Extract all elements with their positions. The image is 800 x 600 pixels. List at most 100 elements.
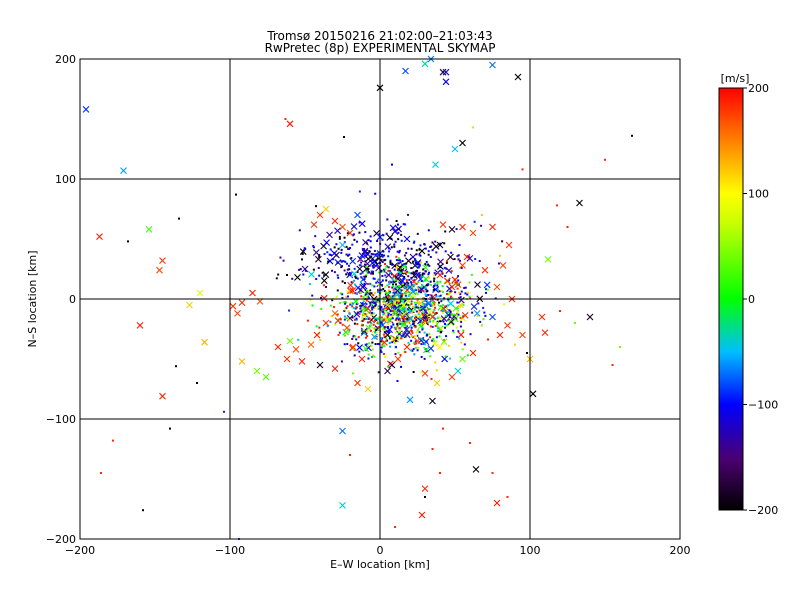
dense-cluster-dot-1002 (415, 342, 418, 345)
north-cluster-cross-402 (312, 249, 320, 256)
dense-cluster-dot-96 (443, 339, 446, 342)
colorbar (719, 88, 743, 510)
north-cluster-dot-236 (430, 245, 433, 248)
north-cluster-dot-95 (397, 274, 400, 277)
dense-cluster-dot-1029 (371, 303, 374, 306)
dense-cluster-dot-222 (413, 320, 416, 323)
dense-cluster-dot-110 (433, 280, 436, 283)
dense-cluster-dot-865 (346, 305, 349, 308)
north-cluster-dot-324 (372, 270, 375, 273)
point-cross-123 (429, 397, 436, 405)
grid-lines (80, 59, 680, 539)
dense-cluster-dot-1096 (362, 328, 365, 331)
dense-cluster-dot-72 (399, 289, 402, 292)
point-cross-89 (459, 223, 466, 231)
dense-cluster-dot-663 (401, 323, 404, 326)
dense-cluster-dot-346 (416, 349, 419, 352)
dense-cluster-dot-844 (401, 264, 404, 267)
dense-cluster-cross-670 (461, 311, 469, 319)
dense-cluster-dot-605 (320, 307, 323, 310)
north-cluster-dot-307 (387, 255, 390, 258)
dense-cluster-dot-734 (441, 285, 444, 288)
dense-cluster-dot-194 (436, 282, 439, 285)
north-cluster-cross-320 (356, 265, 364, 273)
dense-cluster-dot-1050 (428, 318, 431, 321)
point-dot-161 (325, 286, 327, 288)
north-cluster-dot-340 (413, 272, 416, 275)
point-cross-57 (459, 355, 466, 363)
north-cluster-dot-387 (415, 269, 418, 272)
colorbar-label: [m/s] (721, 72, 750, 85)
point-dot-141 (472, 126, 474, 129)
point-cross-67 (442, 68, 450, 76)
north-cluster-dot-227 (333, 246, 336, 249)
dense-cluster-dot-517 (440, 300, 443, 303)
dense-cluster-dot-548 (403, 276, 406, 279)
dense-cluster-dot-977 (387, 295, 390, 298)
dense-cluster-cross-1025 (409, 288, 417, 296)
dense-cluster-dot-567 (404, 286, 407, 289)
dense-cluster-dot-415 (337, 333, 340, 336)
point-cross-10 (159, 392, 166, 400)
dense-cluster-dot-553 (384, 309, 387, 312)
dense-cluster-dot-987 (297, 338, 300, 341)
north-cluster-dot-388 (318, 274, 321, 277)
dense-cluster-dot-677 (397, 257, 400, 260)
dense-cluster-dot-609 (392, 275, 395, 278)
dense-cluster-dot-1 (446, 260, 449, 263)
dense-cluster-dot-939 (418, 307, 421, 310)
dense-cluster-dot-327 (410, 302, 413, 305)
dense-cluster-dot-366 (412, 285, 415, 288)
dense-cluster-dot-373 (417, 265, 420, 268)
dense-cluster-dot-866 (405, 262, 408, 265)
point-cross-80 (459, 262, 466, 269)
north-cluster-cross-413 (320, 277, 328, 285)
north-cluster-dot-114 (410, 267, 413, 270)
dense-cluster-dot-255 (334, 323, 337, 326)
north-cluster-dot-217 (345, 253, 348, 256)
dense-cluster-dot-266 (338, 331, 341, 334)
point-cross-66 (439, 68, 447, 76)
dense-cluster-dot-279 (360, 330, 363, 333)
dense-cluster-dot-964 (322, 284, 325, 287)
dense-cluster-dot-172 (366, 343, 369, 346)
dense-cluster-dot-921 (371, 284, 374, 287)
north-cluster-dot-84 (369, 235, 372, 238)
point-dot-149 (574, 322, 576, 324)
dense-cluster-dot-269 (366, 282, 369, 285)
dense-cluster-dot-1054 (422, 313, 425, 316)
north-cluster-dot-90 (321, 271, 324, 274)
dense-cluster-cross-1003 (359, 283, 367, 291)
point-cross-59 (421, 485, 429, 492)
dense-cluster-dot-4 (389, 270, 392, 273)
north-cluster-dot-213 (347, 254, 350, 257)
dense-cluster-dot-882 (385, 330, 388, 333)
point-cross-23 (307, 341, 315, 348)
north-cluster-dot-315 (367, 267, 370, 270)
dense-cluster-cross-926 (426, 299, 433, 307)
dense-cluster-dot-673 (389, 271, 392, 274)
dense-cluster-cross-979 (361, 312, 369, 320)
dense-cluster-dot-658 (384, 263, 387, 266)
north-cluster-dot-104 (384, 293, 387, 296)
dense-cluster-dot-556 (414, 346, 417, 349)
dense-cluster-dot-329 (399, 296, 402, 299)
point-cross-14 (249, 289, 256, 297)
point-dot-158 (349, 454, 351, 456)
north-cluster-dot-158 (389, 261, 392, 264)
point-dot-142 (521, 168, 524, 171)
north-cluster-dot-367 (477, 302, 480, 305)
dense-cluster-dot-1022 (366, 292, 369, 295)
dense-cluster-dot-795 (404, 292, 407, 295)
dense-cluster-dot-792 (397, 284, 400, 287)
dense-cluster-dot-879 (379, 349, 382, 352)
dense-cluster-dot-652 (396, 379, 399, 382)
north-cluster-cross-96 (414, 259, 422, 266)
dense-cluster-dot-13 (399, 273, 402, 276)
dense-cluster-dot-858 (391, 317, 394, 320)
dense-cluster-dot-766 (401, 292, 404, 295)
dense-cluster-dot-51 (401, 298, 404, 301)
dense-cluster-dot-592 (373, 355, 376, 358)
dense-cluster-dot-671 (371, 300, 374, 303)
dense-cluster-dot-85 (381, 341, 384, 344)
